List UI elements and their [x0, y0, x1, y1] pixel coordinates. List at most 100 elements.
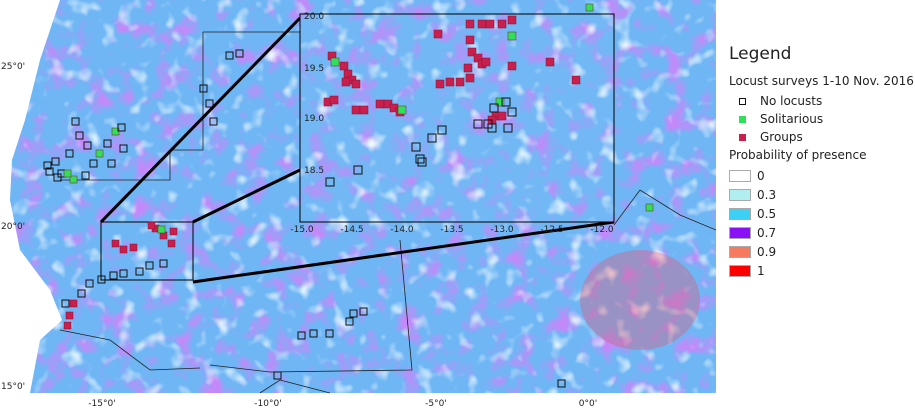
- no-locusts-marker: [51, 157, 60, 166]
- groups-marker: [119, 245, 128, 254]
- groups-marker: [167, 239, 176, 248]
- axis-label: 19.0: [304, 114, 324, 124]
- no-locusts-marker: [325, 177, 335, 187]
- marker-swatch: [739, 97, 746, 105]
- no-locusts-marker: [353, 165, 363, 175]
- class-swatch: [729, 264, 751, 277]
- class-label: 0.9: [757, 244, 777, 259]
- no-locusts-marker: [199, 84, 208, 93]
- no-locusts-marker: [75, 131, 84, 140]
- class-label: 1: [757, 263, 765, 278]
- groups-marker: [571, 75, 581, 85]
- no-locusts-marker: [359, 307, 368, 316]
- ocean: [0, 0, 62, 393]
- no-locusts-marker: [145, 261, 154, 270]
- legend-class-item: 0.9: [729, 242, 914, 261]
- no-locusts-marker: [119, 269, 128, 278]
- no-locusts-marker: [45, 167, 54, 176]
- axis-label: 18.5: [304, 166, 324, 176]
- no-locusts-marker: [159, 259, 168, 268]
- groups-marker: [169, 227, 178, 236]
- solitarious-marker: [330, 57, 340, 67]
- groups-marker: [481, 57, 491, 67]
- legend: Legend Locust surveys 1-10 Nov. 2016 No …: [729, 44, 914, 280]
- groups-marker: [351, 105, 361, 115]
- solitarious-marker: [95, 149, 104, 158]
- no-locusts-marker: [89, 159, 98, 168]
- no-locusts-marker: [297, 331, 306, 340]
- groups-marker: [463, 63, 473, 73]
- legend-class-item: 1: [729, 261, 914, 280]
- no-locusts-marker: [473, 119, 483, 129]
- surveys-title: Locust surveys 1-10 Nov. 2016: [729, 74, 914, 88]
- marker-label: Solitarious: [760, 112, 824, 126]
- groups-marker: [497, 111, 507, 121]
- axis-label: -13.5: [440, 225, 463, 235]
- country-borders: [59, 31, 716, 394]
- axis-label: -13.0: [490, 225, 514, 235]
- groups-marker: [465, 35, 475, 45]
- marker-swatch: [739, 115, 746, 123]
- groups-marker: [433, 29, 443, 39]
- groups-marker: [351, 79, 361, 89]
- legend-marker-item: Solitarious: [729, 110, 914, 128]
- groups-marker: [445, 77, 455, 87]
- legend-class-item: 0.3: [729, 185, 914, 204]
- legend-marker-item: Groups: [729, 128, 914, 146]
- no-locusts-marker: [273, 371, 282, 380]
- locust-probability-map: 20.0 19.5 19.0 18.5 -15.0 -14.5 -14.0 -13.5 -13.…: [0, 0, 716, 409]
- legend-marker-item: No locusts: [729, 92, 914, 110]
- marker-label: Groups: [760, 130, 803, 144]
- groups-marker: [339, 61, 349, 71]
- class-swatch: [729, 207, 751, 220]
- no-locusts-marker: [65, 149, 74, 158]
- groups-marker: [507, 61, 517, 71]
- groups-marker: [435, 79, 445, 89]
- no-locusts-marker: [437, 125, 447, 135]
- no-locusts-marker: [345, 317, 354, 326]
- groups-marker: [467, 47, 477, 57]
- axis-label: -5°0': [425, 399, 447, 409]
- no-locusts-marker: [107, 159, 116, 168]
- no-locusts-marker: [417, 157, 427, 167]
- no-locusts-marker: [81, 171, 90, 180]
- axis-label: -15°0': [88, 399, 115, 409]
- no-locusts-marker: [501, 97, 511, 107]
- legend-class-item: 0.5: [729, 204, 914, 223]
- groups-marker: [147, 221, 156, 230]
- no-locusts-marker: [503, 123, 513, 133]
- class-swatch: [729, 226, 751, 239]
- no-locusts-marker: [487, 123, 497, 133]
- groups-marker: [465, 19, 475, 29]
- groups-marker: [63, 321, 72, 330]
- axis-label: -12.5: [540, 225, 563, 235]
- groups-marker: [507, 15, 517, 25]
- no-locusts-marker: [43, 161, 52, 170]
- groups-marker: [375, 99, 385, 109]
- no-locusts-marker: [225, 51, 234, 60]
- no-locusts-marker: [411, 142, 421, 152]
- class-label: 0.3: [757, 187, 777, 202]
- axis-label: -12.0: [590, 225, 614, 235]
- class-swatch: [729, 169, 751, 182]
- no-locusts-marker: [117, 123, 126, 132]
- no-locusts-marker: [71, 117, 80, 126]
- groups-marker: [111, 239, 120, 248]
- marker-swatch: [739, 133, 746, 141]
- no-locusts-marker: [53, 173, 62, 182]
- no-locusts-marker: [103, 139, 112, 148]
- solitarious-marker: [585, 3, 594, 12]
- no-locusts-marker: [97, 275, 106, 284]
- groups-marker: [545, 57, 555, 67]
- class-label: 0: [757, 168, 765, 183]
- axis-label: -14.5: [340, 225, 363, 235]
- legend-title: Legend: [729, 44, 792, 64]
- groups-marker: [341, 77, 351, 87]
- solitarious-marker: [69, 175, 78, 184]
- axis-label: -10°0': [254, 399, 281, 409]
- axis-label: 20°0': [1, 222, 25, 232]
- no-locusts-marker: [85, 279, 94, 288]
- no-locusts-marker: [325, 329, 334, 338]
- main-survey-markers: [43, 3, 654, 388]
- no-locusts-marker: [557, 379, 566, 388]
